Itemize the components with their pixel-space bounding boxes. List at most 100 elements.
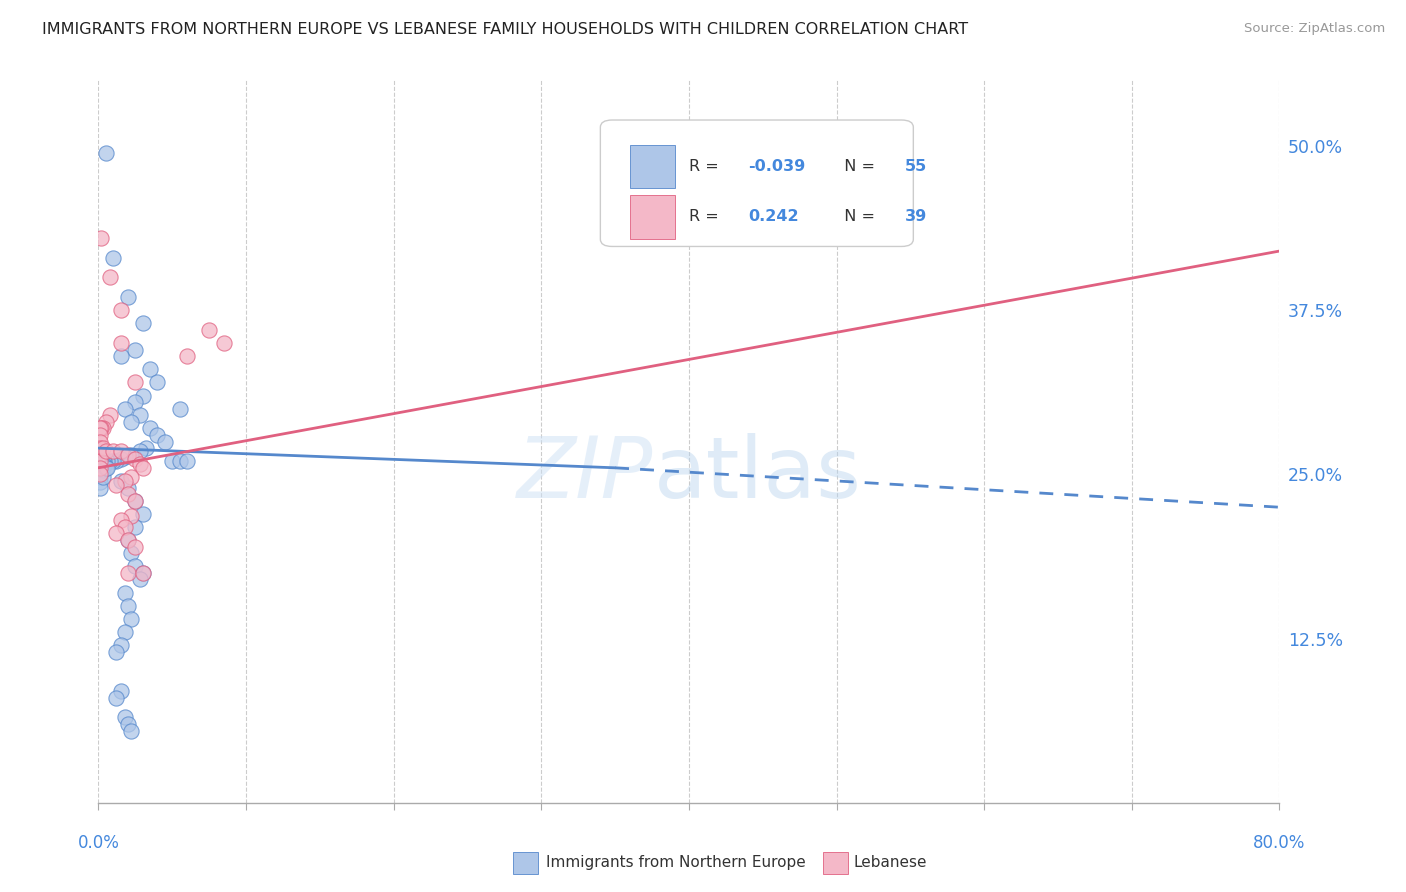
Point <box>98 270 121 285</box>
Point <box>91 470 114 484</box>
Point <box>120 612 142 626</box>
Point <box>98 409 121 423</box>
Point <box>89 441 111 455</box>
Point <box>110 443 132 458</box>
Text: Lebanese: Lebanese <box>853 855 927 870</box>
Point <box>98 454 121 468</box>
Point <box>120 415 142 429</box>
Text: 0.0%: 0.0% <box>77 834 120 852</box>
Point <box>120 509 142 524</box>
Point <box>89 467 111 482</box>
Point <box>117 566 139 580</box>
Point <box>110 336 132 351</box>
Point <box>91 451 114 466</box>
Point <box>124 451 146 466</box>
Point <box>89 448 111 462</box>
Text: atlas: atlas <box>654 433 862 516</box>
Point <box>132 388 155 402</box>
Point <box>124 376 146 390</box>
Point <box>110 451 132 466</box>
Point <box>132 316 155 330</box>
Point <box>89 443 111 458</box>
Point <box>89 465 111 479</box>
Point <box>198 323 221 337</box>
Point <box>120 723 142 738</box>
Text: R =: R = <box>689 159 724 174</box>
Point <box>153 434 176 449</box>
Text: IMMIGRANTS FROM NORTHERN EUROPE VS LEBANESE FAMILY HOUSEHOLDS WITH CHILDREN CORR: IMMIGRANTS FROM NORTHERN EUROPE VS LEBAN… <box>42 22 969 37</box>
Point <box>117 448 139 462</box>
Point <box>103 454 125 468</box>
Point <box>146 428 169 442</box>
Point <box>124 493 146 508</box>
Point <box>169 454 191 468</box>
Point <box>93 458 115 473</box>
Text: ZIP: ZIP <box>517 433 654 516</box>
Point <box>89 428 111 442</box>
Point <box>103 443 125 458</box>
Point <box>89 475 111 490</box>
Point <box>117 290 139 304</box>
Point <box>110 638 132 652</box>
Point <box>162 454 183 468</box>
Point <box>91 441 114 455</box>
Point <box>96 454 118 468</box>
Point <box>93 454 115 468</box>
Point <box>94 460 117 475</box>
Text: N =: N = <box>834 159 880 174</box>
Point <box>114 401 136 416</box>
Point <box>139 362 162 376</box>
Point <box>117 533 139 547</box>
Point <box>90 231 112 245</box>
Point <box>110 349 132 363</box>
Point <box>114 520 136 534</box>
Point <box>105 645 128 659</box>
Point <box>89 434 111 449</box>
Point <box>114 625 136 640</box>
FancyBboxPatch shape <box>630 145 675 188</box>
Point <box>89 470 111 484</box>
Point <box>124 540 146 554</box>
Point <box>110 684 132 698</box>
FancyBboxPatch shape <box>630 195 675 238</box>
Point <box>114 450 136 465</box>
Point <box>124 559 146 574</box>
Point <box>146 376 169 390</box>
Point <box>114 474 136 488</box>
Point <box>110 513 132 527</box>
Point <box>117 533 139 547</box>
Point <box>176 349 198 363</box>
Point <box>128 409 150 423</box>
Point <box>176 454 198 468</box>
Point <box>105 526 128 541</box>
Point <box>110 303 132 318</box>
Point <box>124 395 146 409</box>
Point <box>139 421 162 435</box>
Point <box>94 415 117 429</box>
Point <box>132 566 155 580</box>
Point <box>103 251 125 265</box>
Point <box>212 336 235 351</box>
Point <box>89 457 111 471</box>
Point <box>89 460 111 475</box>
Point <box>89 481 111 495</box>
Point <box>96 460 118 475</box>
Point <box>128 443 150 458</box>
Point <box>132 460 155 475</box>
Point <box>114 710 136 724</box>
Point <box>89 460 111 475</box>
Text: 80.0%: 80.0% <box>1253 834 1306 852</box>
Point <box>90 421 112 435</box>
Point <box>91 421 114 435</box>
Text: 39: 39 <box>905 210 928 224</box>
Point <box>94 443 117 458</box>
Point <box>120 470 142 484</box>
Point <box>169 401 191 416</box>
Point <box>110 474 132 488</box>
Point <box>135 441 157 455</box>
Point <box>120 448 142 462</box>
Point <box>89 421 111 435</box>
Text: 55: 55 <box>905 159 928 174</box>
Point <box>94 145 117 160</box>
Point <box>120 546 142 560</box>
